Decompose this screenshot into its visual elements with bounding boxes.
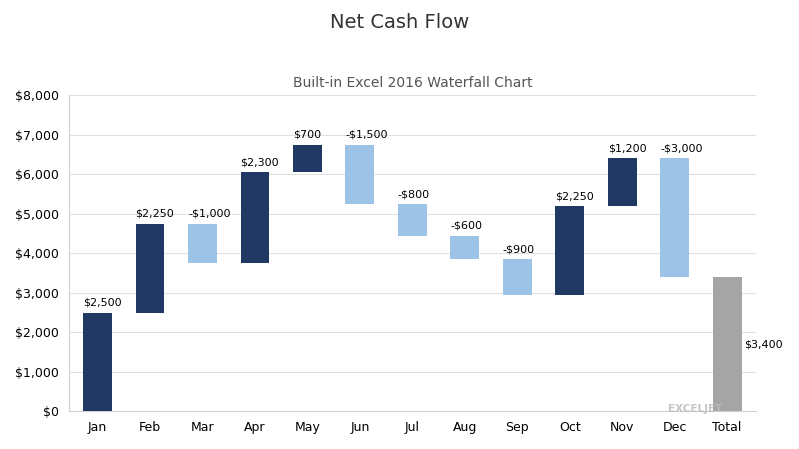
Bar: [555, 206, 584, 295]
Text: -$1,000: -$1,000: [188, 209, 231, 219]
Bar: [608, 158, 637, 206]
Bar: [293, 145, 322, 172]
Bar: [188, 224, 217, 263]
Text: $700: $700: [293, 130, 321, 140]
Text: $3,400: $3,400: [744, 339, 783, 349]
Bar: [398, 204, 427, 235]
Text: $2,300: $2,300: [240, 158, 279, 167]
Bar: [83, 313, 112, 411]
Text: -$900: -$900: [503, 244, 535, 255]
Bar: [503, 259, 531, 295]
Text: $1,200: $1,200: [608, 144, 646, 154]
Text: -$3,000: -$3,000: [660, 144, 703, 154]
Text: Net Cash Flow: Net Cash Flow: [330, 13, 469, 32]
Text: $2,500: $2,500: [83, 298, 121, 308]
Text: -$1,500: -$1,500: [345, 130, 388, 140]
Text: $2,250: $2,250: [555, 191, 594, 201]
Bar: [713, 277, 741, 411]
Bar: [240, 172, 269, 263]
Bar: [136, 224, 165, 313]
Text: $2,250: $2,250: [136, 209, 174, 219]
Text: -$600: -$600: [451, 221, 483, 231]
Text: -$800: -$800: [398, 189, 430, 199]
Title: Built-in Excel 2016 Waterfall Chart: Built-in Excel 2016 Waterfall Chart: [292, 76, 532, 90]
Bar: [660, 158, 689, 277]
Bar: [451, 235, 479, 259]
Text: EXCELJET: EXCELJET: [668, 404, 722, 414]
Bar: [345, 145, 374, 204]
